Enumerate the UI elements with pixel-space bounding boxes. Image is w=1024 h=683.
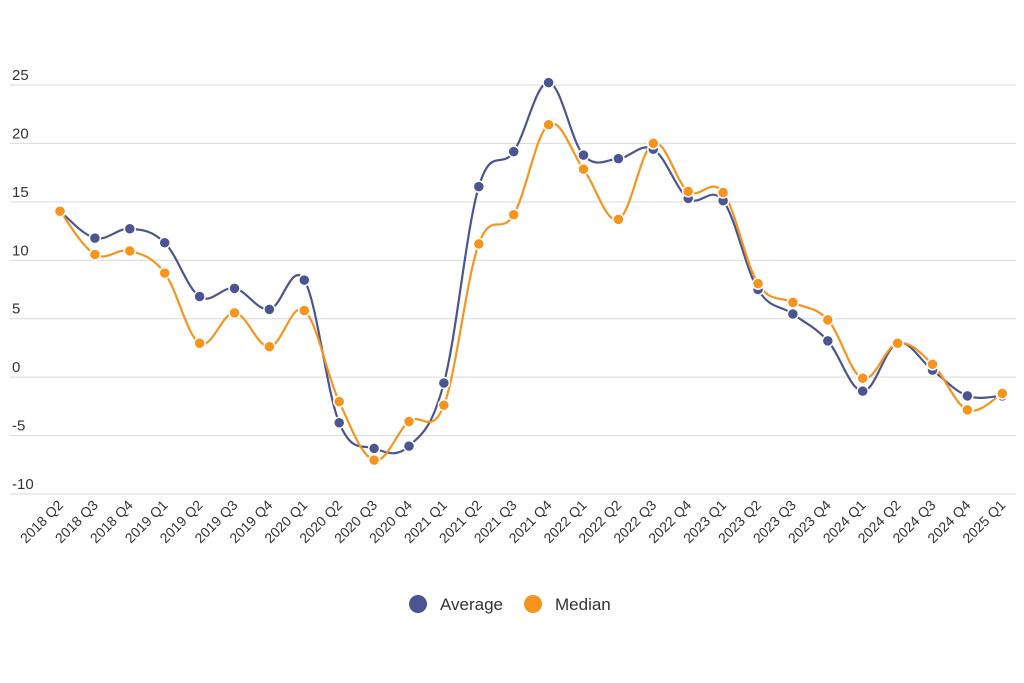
median-point[interactable] [298, 304, 311, 317]
median-point[interactable] [123, 244, 137, 258]
median-point[interactable] [996, 387, 1009, 400]
average-point[interactable] [821, 334, 835, 348]
median-point[interactable] [577, 162, 590, 176]
median-point[interactable] [856, 372, 869, 385]
average-point[interactable] [158, 236, 171, 250]
average-point[interactable] [402, 439, 416, 453]
average-point[interactable] [472, 180, 486, 193]
median-point[interactable] [961, 403, 974, 417]
y-axis-tick-labels: 25 20 15 10 5 0 -5 -10 [12, 67, 34, 493]
legend-label-average: Average [440, 595, 503, 614]
average-point[interactable] [298, 273, 311, 287]
y-tick-label: 20 [12, 125, 29, 142]
median-point[interactable] [88, 248, 102, 261]
average-point[interactable] [367, 442, 381, 455]
median-point[interactable] [926, 358, 939, 371]
average-point[interactable] [786, 307, 800, 321]
median-point[interactable] [507, 208, 520, 221]
legend-marker-median [524, 595, 542, 613]
average-point[interactable] [577, 148, 590, 162]
y-tick-label: -10 [12, 476, 34, 493]
median-point[interactable] [681, 185, 695, 198]
average-point[interactable] [228, 282, 241, 295]
average-point[interactable] [437, 376, 451, 390]
median-point[interactable] [158, 266, 171, 280]
legend-label-median: Median [555, 595, 611, 614]
legend[interactable]: Average Median [409, 595, 611, 614]
average-series-line [59, 81, 1003, 455]
average-point[interactable] [612, 152, 625, 165]
median-point[interactable] [891, 337, 904, 350]
y-tick-label: 25 [12, 67, 29, 84]
legend-item-average[interactable]: Average [409, 595, 503, 614]
median-point[interactable] [228, 306, 241, 320]
median-point[interactable] [367, 453, 381, 467]
average-point[interactable] [263, 303, 276, 316]
median-point[interactable] [437, 398, 451, 412]
median-point[interactable] [612, 213, 625, 226]
legend-marker-average [409, 595, 427, 613]
average-point[interactable] [332, 416, 346, 429]
average-point[interactable] [961, 389, 974, 403]
median-point[interactable] [751, 277, 765, 290]
median-point[interactable] [263, 340, 276, 354]
median-point[interactable] [53, 204, 67, 218]
median-point[interactable] [193, 337, 206, 350]
legend-item-median[interactable]: Median [524, 595, 611, 614]
average-point[interactable] [88, 231, 102, 245]
median-series-line [59, 122, 1003, 462]
average-point[interactable] [856, 384, 869, 398]
median-point[interactable] [821, 313, 835, 327]
y-tick-label: 5 [12, 301, 20, 318]
y-tick-label: -5 [12, 418, 25, 435]
average-point[interactable] [193, 290, 206, 303]
series-lines [59, 81, 1003, 462]
median-point[interactable] [786, 296, 800, 309]
median-point[interactable] [647, 137, 660, 150]
series-points [53, 76, 1009, 467]
y-tick-label: 0 [12, 359, 20, 376]
y-tick-label: 15 [12, 184, 29, 201]
average-point[interactable] [507, 145, 520, 158]
average-point[interactable] [542, 76, 555, 89]
average-point[interactable] [123, 222, 137, 235]
median-point[interactable] [716, 186, 730, 199]
median-point[interactable] [472, 237, 486, 251]
median-point[interactable] [542, 118, 555, 131]
median-point[interactable] [332, 395, 346, 408]
y-tick-label: 10 [12, 242, 29, 259]
median-point[interactable] [402, 415, 416, 428]
